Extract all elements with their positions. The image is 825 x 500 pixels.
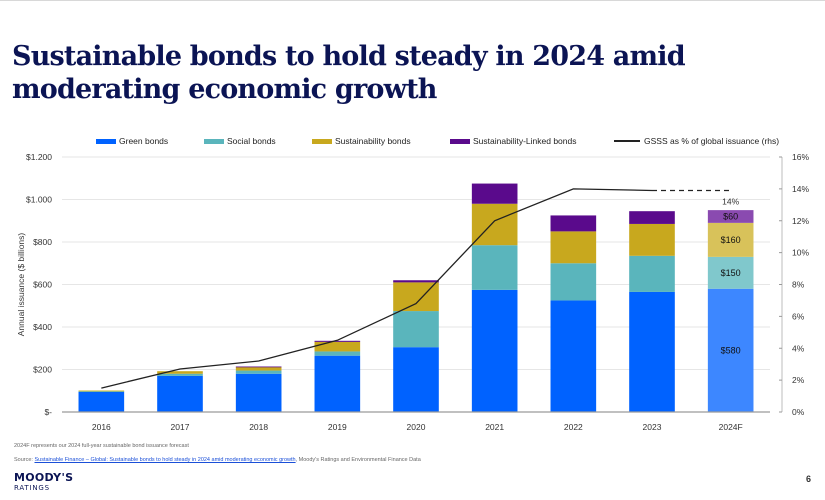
legend-swatch-sustainability [312, 138, 332, 144]
bar-social [707, 256, 754, 289]
bar-sll [235, 366, 282, 368]
source-link[interactable]: Sustainable Finance – Global: Sustainabl… [34, 457, 296, 463]
bar-sustainability [78, 390, 125, 392]
bar-social [629, 255, 675, 292]
data-label: $580 [721, 345, 741, 355]
bar-sustainability [471, 203, 518, 246]
legend-label: Social bonds [227, 136, 276, 146]
line-data-label: 14% [722, 196, 739, 206]
top-border [0, 0, 825, 1]
bar-social [393, 311, 439, 348]
legend-item-green-bonds: Green bonds [96, 136, 168, 146]
legend-label: Sustainability bonds [335, 136, 411, 146]
y2-tick-label: 0% [792, 407, 805, 417]
legend-swatch-line [614, 140, 640, 142]
bar-green [78, 391, 125, 412]
x-tick-label: 2022 [564, 422, 583, 432]
gsss-line-actual [101, 188, 653, 389]
page-number: 6 [805, 474, 811, 484]
y-tick-label: $200 [33, 365, 52, 375]
y-tick-label: $800 [33, 237, 52, 247]
bar-sustainability [157, 371, 203, 374]
brand-sub: RATINGS [14, 484, 50, 492]
chart-legend: Green bonds Social bonds Sustainability … [0, 136, 825, 150]
y-tick-label: $600 [33, 280, 52, 290]
moodys-logo: MOODY'S RATINGS [14, 472, 73, 493]
brand-name: MOODY'S [14, 471, 74, 484]
data-label: $60 [723, 212, 738, 222]
bar-sll [314, 340, 361, 342]
x-tick-label: 2023 [643, 422, 662, 432]
bar-green [235, 373, 282, 412]
bar-social [235, 370, 282, 374]
legend-swatch-sll [450, 138, 470, 144]
bar-social [157, 373, 203, 376]
bar-green [550, 300, 597, 412]
x-tick-label: 2016 [92, 422, 111, 432]
y2-tick-label: 16% [792, 152, 809, 162]
y-axis-title: Annual issuance ($ billions) [16, 233, 26, 337]
bar-green [393, 347, 439, 412]
legend-item-sustainability-bonds: Sustainability bonds [312, 136, 411, 146]
legend-item-sll-bonds: Sustainability-Linked bonds [450, 136, 576, 146]
y2-tick-label: 6% [792, 311, 805, 321]
y2-tick-label: 14% [792, 184, 809, 194]
bar-social [78, 391, 125, 392]
bar-social [550, 263, 597, 301]
y2-tick-label: 12% [792, 216, 809, 226]
bar-sustainability [314, 341, 361, 352]
y2-tick-label: 4% [792, 343, 805, 353]
legend-swatch-social [204, 138, 224, 144]
x-tick-label: 2017 [171, 422, 190, 432]
bar-sustainability [550, 231, 597, 264]
x-tick-label: 2018 [249, 422, 268, 432]
footnote: 2024F represents our 2024 full-year sust… [14, 443, 189, 449]
bar-sll [629, 211, 675, 224]
bar-social [314, 351, 361, 356]
source-prefix: Source: [14, 457, 35, 463]
y-tick-label: $- [44, 407, 52, 417]
bar-sll [471, 183, 518, 204]
bar-sll [707, 210, 754, 223]
bar-sll [550, 215, 597, 232]
x-tick-label: 2019 [328, 422, 347, 432]
bar-green [314, 355, 361, 412]
legend-item-social-bonds: Social bonds [204, 136, 276, 146]
bar-sustainability [235, 366, 282, 371]
y-tick-label: $400 [33, 322, 52, 332]
y2-tick-label: 10% [792, 248, 809, 258]
legend-item-gsss-line: GSSS as % of global issuance (rhs) [614, 136, 779, 146]
y-tick-label: $1.200 [26, 152, 52, 162]
x-tick-label: 2024F [719, 422, 743, 432]
stacked-bar-chart: $- $200 $400 $600 $800 $1.000 $1.200 Annual iss… [16, 152, 809, 432]
source-suffix: , Moody's Ratings and Environmental Fina… [295, 457, 421, 463]
source-line: Source: Sustainable Finance – Global: Su… [14, 457, 421, 463]
legend-label: GSSS as % of global issuance (rhs) [644, 136, 780, 146]
y-tick-label: $1.000 [26, 195, 52, 205]
legend-label: Green bonds [119, 136, 169, 146]
slide-title: Sustainable bonds to hold steady in 2024… [12, 41, 686, 105]
bar-sll [393, 280, 439, 283]
x-tick-label: 2021 [485, 422, 504, 432]
data-label: $160 [721, 235, 741, 245]
legend-label: Sustainability-Linked bonds [473, 136, 577, 146]
legend-swatch-green [96, 138, 116, 144]
bar-social [471, 245, 518, 290]
bar-sustainability [629, 223, 675, 256]
bar-green [157, 375, 203, 412]
bar-green [471, 289, 518, 412]
bar-green [629, 291, 675, 412]
bar-sustainability [707, 222, 754, 257]
y2-tick-label: 2% [792, 375, 805, 385]
bar-green [707, 288, 754, 412]
data-label: $150 [721, 268, 741, 278]
y2-tick-label: 8% [792, 280, 805, 290]
x-tick-label: 2020 [407, 422, 426, 432]
